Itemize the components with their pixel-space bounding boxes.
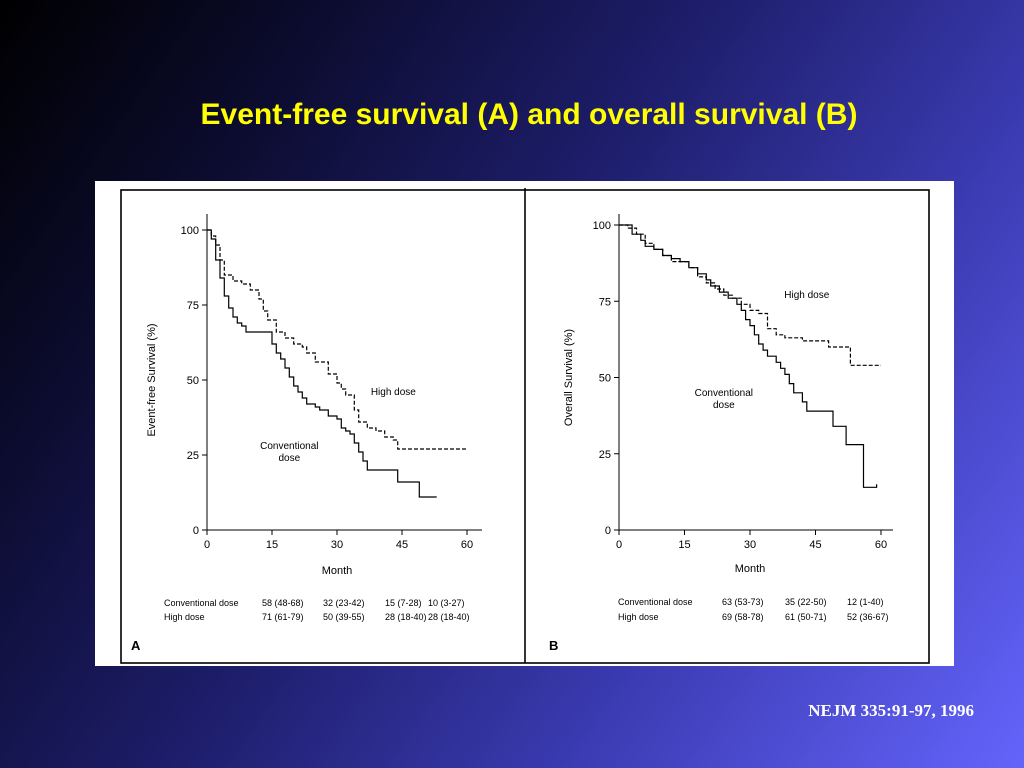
panel-a-table-cell: 50 (39-55) <box>323 612 365 622</box>
citation: NEJM 335:91-97, 1996 <box>808 701 974 720</box>
panel-a-y-tick-label: 50 <box>187 375 199 387</box>
panel-b-table-cell: 63 (53-73) <box>722 597 764 607</box>
panel-b-y-tick-label: 100 <box>593 220 611 232</box>
panel-a-x-axis-label: Month <box>322 565 353 577</box>
panel-b-x-tick-label: 45 <box>809 539 821 551</box>
panel-b-y-axis-label: Overall Survival (%) <box>563 329 575 426</box>
panel-a-table-cell: 15 (7-28) <box>385 598 422 608</box>
panel-a-y-tick-label: 0 <box>193 525 199 537</box>
panel-b-x-tick-label: 15 <box>678 539 690 551</box>
survival-figure: 0 25 50 75 100 0 15 30 45 60 Event-free Survival (… <box>120 188 930 664</box>
slide-title: Event-free survival (A) and overall surv… <box>200 98 858 131</box>
panel-a-x-tick-label: 0 <box>204 539 210 551</box>
panel-a-curve-high-dose <box>207 229 467 450</box>
panel-b-table-cell: 61 (50-71) <box>785 612 827 622</box>
panel-b-table-row-label: High dose <box>618 612 659 622</box>
panel-a-y-tick-label: 75 <box>187 300 199 312</box>
panel-b-y-tick-label: 25 <box>599 449 611 461</box>
panel-a-x-tick-label: 30 <box>331 539 343 551</box>
panel-b-y-tick-label: 50 <box>599 373 611 385</box>
panel-a-table-row-label: Conventional dose <box>164 598 239 608</box>
panel-b-x-tick-label: 30 <box>744 539 756 551</box>
panel-b-x-axis-label: Month <box>735 563 766 575</box>
panel-a-table-cell: 28 (18-40) <box>385 612 427 622</box>
panel-a-x-tick-label: 15 <box>266 539 278 551</box>
panel-b-table-cell: 35 (22-50) <box>785 597 827 607</box>
panel-a-x-tick-label: 45 <box>396 539 408 551</box>
figure-panel: 0 25 50 75 100 0 15 30 45 60 Event-free Survival (… <box>95 181 954 666</box>
panel-b-table-cell: 12 (1-40) <box>847 597 884 607</box>
panel-a-annotation: Conventional <box>260 441 318 452</box>
panel-a-annotation: dose <box>278 453 300 464</box>
panel-a-table-cell: 32 (23-42) <box>323 598 365 608</box>
panel-b-annotation: dose <box>713 400 735 411</box>
panel-b-x-tick-label: 60 <box>875 539 887 551</box>
panel-a-y-tick-label: 100 <box>181 225 199 237</box>
panel-a-table-cell: 10 (3-27) <box>428 598 465 608</box>
panel-a-y-axis-label: Event-free Survival (%) <box>146 323 158 436</box>
panel-b-annotation: High dose <box>784 290 829 301</box>
panel-a-table-cell: 58 (48-68) <box>262 598 304 608</box>
panel-a-annotation: High dose <box>371 387 416 398</box>
panel-b-y-tick-label: 0 <box>605 525 611 537</box>
panel-b-table-cell: 69 (58-78) <box>722 612 764 622</box>
panel-a-y-tick-label: 25 <box>187 450 199 462</box>
panel-b-annotation: Conventional <box>695 388 753 399</box>
panel-a-x-tick-label: 60 <box>461 539 473 551</box>
panel-a-table-row-label: High dose <box>164 612 205 622</box>
panel-b-curve-high-dose <box>619 224 881 366</box>
panel-a-label: A <box>131 638 141 653</box>
panel-b-y-tick-label: 75 <box>599 296 611 308</box>
panel-a-curve-conventional-dose <box>207 229 437 498</box>
panel-a-table-cell: 71 (61-79) <box>262 612 304 622</box>
panel-b-table-cell: 52 (36-67) <box>847 612 889 622</box>
panel-b-x-tick-label: 0 <box>616 539 622 551</box>
panel-b-label: B <box>549 638 558 653</box>
panel-b-table-row-label: Conventional dose <box>618 597 693 607</box>
panel-a-table-cell: 28 (18-40) <box>428 612 470 622</box>
panel-b-curve-conventional-dose <box>619 224 878 488</box>
